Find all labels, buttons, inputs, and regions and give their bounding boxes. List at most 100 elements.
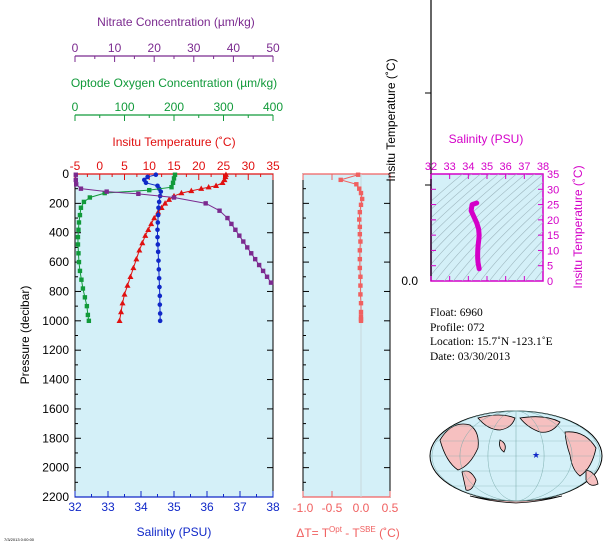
oxygen-point (76, 220, 82, 225)
oxygen-tick-label: 0 (72, 100, 79, 114)
float-location-star: ★ (532, 450, 540, 460)
nitrate-point (73, 172, 78, 177)
temperature-tick-label: 25 (217, 159, 231, 173)
temperature-point (139, 239, 146, 246)
salinity-point (156, 275, 162, 281)
salinity-tick-label: 33 (101, 500, 115, 514)
oxygen-point (171, 176, 177, 181)
nitrate-point (245, 245, 250, 250)
salinity-point (155, 227, 160, 233)
salinity-point (155, 212, 161, 218)
nitrate-point (217, 208, 222, 213)
temperature-point (118, 308, 125, 315)
map-land (519, 416, 561, 433)
delta-plot-area (302, 173, 391, 498)
nitrate-point (136, 191, 141, 197)
temperature-point (145, 226, 152, 232)
delta-t-point (358, 314, 364, 319)
delta-t-point (358, 309, 364, 315)
oxygen-tick-label: 300 (213, 100, 233, 114)
temperature-point (198, 185, 205, 191)
delta-t-point (357, 209, 363, 215)
oxygen-point (87, 195, 93, 200)
inset-y-tick-label: 25 (547, 200, 559, 212)
salinity-point (156, 199, 162, 205)
inset-x-tick-label: 32 (425, 161, 437, 173)
temperature-point (119, 300, 126, 306)
oxygen-point (170, 180, 176, 186)
salinity-point (155, 242, 161, 247)
temperature-point (178, 189, 185, 196)
density-contour (590, 154, 608, 291)
salinity-point (158, 189, 164, 194)
delta-t-axis-label: ΔT= TOpt - TSBE (˚C) (296, 525, 400, 540)
temperature-point (205, 184, 212, 190)
density-contour (462, 197, 543, 281)
salinity-point (143, 180, 149, 186)
density-contour (431, 174, 535, 276)
density-contour (507, 239, 543, 281)
delta-t-label-sup1: Opt (329, 525, 343, 534)
oxygen-point (75, 234, 81, 240)
oxygen-point (77, 212, 83, 218)
salinity-point (157, 302, 163, 307)
temperature-point (136, 247, 143, 253)
oxygen-point (79, 277, 84, 282)
delta-t-point (355, 172, 361, 177)
salinity-tick-label: 34 (134, 500, 148, 514)
pressure-tick-label: 600 (49, 255, 69, 269)
temperature-point (162, 200, 169, 206)
inset-y-tick-label: 5 (547, 261, 553, 273)
temperature-tick-label: 5 (121, 159, 128, 173)
main-plot-area (74, 173, 274, 498)
density-contour (471, 205, 543, 281)
pressure-tick-label: 200 (49, 196, 69, 210)
nitrate-point (252, 256, 258, 262)
nitrate-tick-label: 10 (108, 41, 122, 55)
temperature-tick-label: 30 (242, 159, 256, 173)
side-axis-zero-label: 0.0 (401, 274, 418, 288)
footer-stamp: 7/3/2013 0:00:00 (4, 537, 35, 542)
salinity-point (153, 172, 159, 178)
inset-y-tick-label: 15 (547, 230, 559, 242)
density-contour (431, 174, 508, 245)
delta-t-point (357, 231, 363, 237)
delta-t-point (358, 301, 364, 306)
density-contour (431, 174, 526, 265)
oxygen-point (81, 199, 87, 205)
density-contour (489, 222, 543, 281)
temperature-point (127, 273, 134, 279)
location: Location: 15.7˚N -123.1˚E (430, 336, 553, 348)
float-info: Float: 6960 Profile: 072 Location: 15.7˚… (430, 306, 553, 364)
inset-y-tick-label: 10 (547, 245, 559, 257)
delta-t-point (358, 239, 363, 244)
world-map: ★ (429, 410, 603, 504)
pressure-tick-label: 1000 (42, 314, 69, 328)
delta-t-point (358, 318, 364, 324)
salinity-tick-label: 36 (200, 500, 214, 514)
oxygen-tick-label: 200 (164, 100, 184, 114)
delta-t-point (358, 292, 363, 297)
nitrate-point (104, 189, 109, 194)
delta-t-label-suffix: (˚C) (376, 526, 400, 540)
salinity-point (157, 293, 163, 299)
nitrate-point (233, 227, 238, 232)
density-contour (480, 213, 543, 281)
nitrate-point (268, 280, 274, 285)
delta-t-label-prefix: ΔT= T (296, 526, 329, 540)
temperature-tick-label: 35 (266, 159, 280, 173)
pressure-axis-label: Pressure (decibar) (18, 286, 32, 385)
nitrate-point (256, 262, 262, 268)
salinity-point (145, 174, 150, 180)
temperature-point (166, 196, 173, 202)
delta-t-point (359, 196, 365, 202)
float-id: Float: 6960 (430, 307, 483, 319)
temperature-point (142, 232, 149, 238)
salinity-tick-label: 32 (68, 500, 82, 514)
nitrate-point (73, 182, 79, 187)
inset-temperature-label: Insitu Temperature (˚C) (571, 165, 585, 288)
temperature-tick-label: 10 (143, 159, 157, 173)
delta-t-point (357, 265, 363, 271)
temperature-point (219, 179, 226, 186)
